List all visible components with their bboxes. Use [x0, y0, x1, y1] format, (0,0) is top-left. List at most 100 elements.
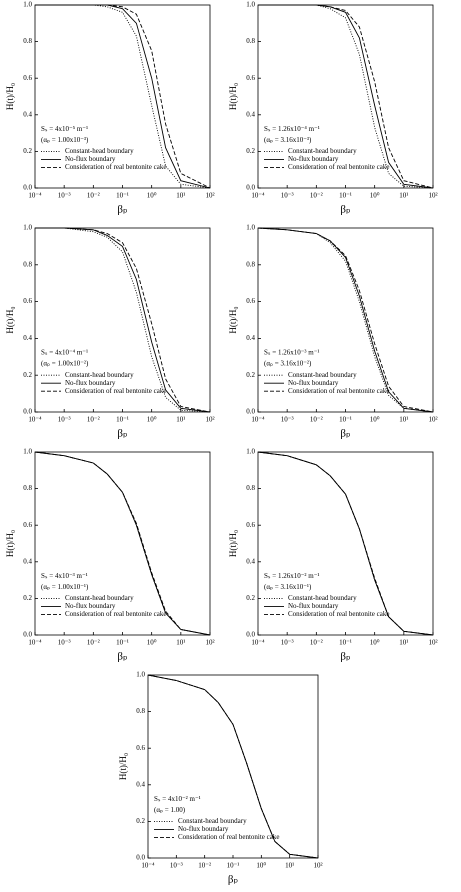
- y-tick-label: 0.6: [136, 744, 145, 752]
- annotation: (αₚ = 3.16x10⁻¹): [264, 583, 312, 591]
- y-tick-label: 0.2: [23, 594, 32, 602]
- y-tick-label: 0.4: [23, 334, 32, 342]
- x-tick-label: 10⁻⁴: [28, 192, 42, 200]
- y-tick-label: 0.0: [246, 184, 255, 192]
- y-tick-label: 0.8: [23, 37, 32, 45]
- plot-frame: [257, 227, 434, 413]
- x-tick-label: 10²: [205, 192, 214, 200]
- y-tick-label: 0.4: [246, 334, 255, 342]
- x-tick-label: 10¹: [285, 862, 294, 870]
- plot-frame: [34, 4, 211, 189]
- y-tick-label: 0.6: [23, 521, 32, 529]
- legend-label: Constant-head boundary: [65, 371, 134, 379]
- annotation: (αₚ = 1.00x10⁻¹): [41, 583, 89, 591]
- legend-label: Consideration of real bentonite cake: [65, 610, 166, 618]
- y-tick-label: 0.0: [23, 184, 32, 192]
- y-tick-label: 0.6: [246, 521, 255, 529]
- x-tick-label: 10⁻²: [87, 192, 100, 200]
- y-tick-label: 0.8: [136, 707, 145, 715]
- legend-label: Consideration of real bentonite cake: [178, 833, 279, 841]
- series-line: [257, 451, 434, 636]
- annotation: (αₚ = 3.16x10⁻³): [264, 136, 312, 144]
- y-tick-label: 0.0: [246, 408, 255, 416]
- legend-label: Constant-head boundary: [65, 594, 134, 602]
- series-line: [35, 227, 211, 413]
- annotation: Sₛ = 4x10⁻⁴ m⁻¹: [41, 349, 88, 357]
- y-tick-label: 0.2: [246, 594, 255, 602]
- x-tick-label: 10⁻²: [198, 862, 211, 870]
- y-tick-label: 0.4: [136, 780, 145, 788]
- x-tick-label: 10⁻²: [310, 639, 323, 647]
- annotation: (αₚ = 1.00x10⁻²): [41, 360, 89, 368]
- legend-label: Consideration of real bentonite cake: [65, 387, 166, 395]
- y-tick-label: 0.2: [246, 371, 255, 379]
- x-tick-label: 10⁻³: [58, 192, 71, 200]
- series-line: [257, 227, 434, 413]
- series-line: [147, 674, 319, 859]
- annotation: (αₚ = 1.00): [154, 806, 186, 814]
- x-axis-label: βₚ: [117, 651, 128, 663]
- y-tick-label: 1.0: [246, 224, 255, 232]
- y-axis-label: H(t)/H₀: [228, 83, 238, 110]
- series-line: [35, 4, 211, 189]
- x-tick-label: 10⁰: [370, 416, 380, 424]
- x-tick-label: 10⁻¹: [227, 862, 240, 870]
- y-tick-label: 0.6: [23, 74, 32, 82]
- annotation: Sₛ = 4x10⁻⁵ m⁻¹: [41, 125, 88, 133]
- x-axis-label: βₚ: [340, 428, 351, 440]
- series-line: [34, 451, 211, 636]
- x-tick-label: 10⁻³: [58, 416, 71, 424]
- y-axis-label: H(t)/H₀: [118, 753, 128, 780]
- x-tick-label: 10⁻¹: [116, 192, 129, 200]
- x-tick-label: 10⁰: [147, 416, 157, 424]
- series-line: [258, 4, 434, 189]
- legend-label: No-flux boundary: [288, 155, 339, 163]
- x-tick-label: 10⁰: [370, 639, 380, 647]
- x-tick-label: 10⁻³: [281, 192, 294, 200]
- legend-label: No-flux boundary: [288, 379, 339, 387]
- y-axis-label: H(t)/H₀: [5, 83, 15, 110]
- legend-label: No-flux boundary: [288, 602, 339, 610]
- y-tick-label: 0.0: [23, 631, 32, 639]
- legend-label: No-flux boundary: [65, 379, 116, 387]
- y-tick-label: 0.6: [246, 74, 255, 82]
- x-tick-label: 10⁻⁴: [141, 862, 155, 870]
- plot-frame: [34, 227, 211, 413]
- x-axis-label: βₚ: [117, 428, 128, 440]
- y-tick-label: 0.6: [23, 297, 32, 305]
- y-tick-label: 1.0: [23, 448, 32, 456]
- x-tick-label: 10⁰: [256, 862, 266, 870]
- x-tick-label: 10¹: [399, 639, 408, 647]
- x-axis-label: βₚ: [117, 204, 128, 216]
- x-tick-label: 10⁰: [147, 192, 157, 200]
- series-line: [147, 674, 319, 859]
- annotation: Sₛ = 1.26x10⁻² m⁻¹: [264, 572, 319, 580]
- legend-label: Consideration of real bentonite cake: [288, 610, 389, 618]
- x-tick-label: 10⁻⁴: [28, 639, 42, 647]
- legend-label: No-flux boundary: [65, 155, 116, 163]
- x-tick-label: 10⁻³: [58, 639, 71, 647]
- legend-label: No-flux boundary: [65, 602, 116, 610]
- x-tick-label: 10²: [428, 416, 437, 424]
- series-line: [257, 227, 434, 413]
- series-line: [147, 674, 319, 859]
- y-axis-label: H(t)/H₀: [228, 306, 238, 333]
- annotation: Sₛ = 1.26x10⁻⁴ m⁻¹: [264, 125, 320, 133]
- y-tick-label: 0.8: [246, 484, 255, 492]
- legend-label: Consideration of real bentonite cake: [65, 163, 166, 171]
- y-tick-label: 0.4: [246, 110, 255, 118]
- x-tick-label: 10⁻¹: [339, 192, 352, 200]
- x-tick-label: 10⁰: [147, 639, 157, 647]
- x-tick-label: 10¹: [176, 639, 185, 647]
- x-axis-label: βₚ: [340, 651, 351, 663]
- x-tick-label: 10⁻²: [310, 416, 323, 424]
- x-tick-label: 10²: [205, 416, 214, 424]
- x-tick-label: 10²: [205, 639, 214, 647]
- y-tick-label: 1.0: [246, 1, 255, 9]
- series-line: [35, 4, 211, 189]
- series-line: [258, 4, 434, 189]
- x-tick-label: 10²: [428, 639, 437, 647]
- y-tick-label: 0.8: [246, 37, 255, 45]
- x-tick-label: 10⁻³: [170, 862, 183, 870]
